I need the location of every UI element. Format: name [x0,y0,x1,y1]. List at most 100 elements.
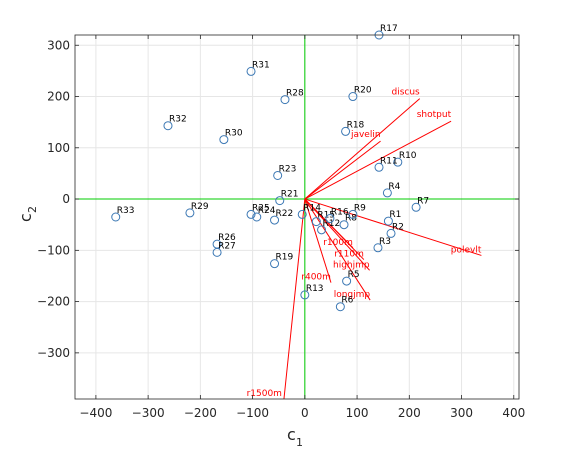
vector-label: polevlt [451,245,482,255]
y-tick-label: 100 [47,141,70,155]
x-tick-label: 400 [502,406,525,420]
point-label: R18 [347,120,365,130]
point-label: R11 [380,156,398,166]
point-marker [373,243,383,253]
point-label: R32 [169,115,187,125]
point-marker [341,126,351,136]
point-label: R15 [317,211,335,221]
point-label: R24 [258,206,276,216]
y-tick-label: −300 [37,346,70,360]
vector-label: r1500m [247,389,282,399]
point-marker [339,220,349,230]
point-marker [185,208,195,218]
vector-discus [304,98,421,200]
point-marker [297,209,307,219]
point-marker [317,225,327,235]
point-label: R27 [218,241,236,251]
point-label: R13 [306,284,324,294]
point-marker [270,215,280,225]
axis-ticks: −400 −300 −200 −100 0 100 200 300 400 300 200 100 0 −… [37,35,525,420]
point-marker [325,214,335,224]
point-label: R4 [388,182,400,192]
point-label: R2 [392,222,404,232]
point-marker [348,209,358,219]
point-label: R22 [276,209,294,219]
point-marker [386,228,396,238]
point-marker [246,209,256,219]
x-tick-label: −400 [79,406,112,420]
y-axis-label: c [16,213,35,222]
point-label: R23 [279,164,297,174]
point-label: R20 [354,86,372,96]
point-label: R31 [252,60,270,70]
vector-polevlt [304,198,482,256]
zero-lines [75,35,519,399]
vector-longjmp [304,198,371,301]
vector-label: highjmp [333,260,370,270]
x-tick-label: 300 [450,406,473,420]
vector-shotput [304,120,452,200]
y-tick-label: 300 [47,38,70,52]
point-label: R33 [117,206,135,216]
point-label: R10 [399,151,417,161]
point-marker [374,162,384,172]
point-label: R19 [276,253,294,263]
y-axis-label-subscript: 2 [26,206,39,213]
vector-r400m [304,198,332,283]
y-tick-label: −100 [37,243,70,257]
point-marker [300,290,310,300]
point-marker [246,66,256,76]
vector-highjmp [304,198,370,271]
point-marker [111,212,121,222]
point-label: R9 [354,203,366,213]
x-tick-label: −300 [132,406,165,420]
point-marker [219,135,229,145]
variable-vectors: discus shotput javelin polevlt r100m r110mhig… [247,88,482,400]
point-label: R7 [417,196,429,206]
x-axis-label-subscript: 1 [296,436,303,449]
point-label: R30 [225,129,243,139]
point-label: R16 [331,208,349,218]
point-label: R21 [281,190,299,200]
vector-label: discus [392,88,421,98]
point-label: R3 [379,237,391,247]
point-marker [252,212,262,222]
vector-label: r400m [301,273,331,283]
point-marker [212,247,222,257]
point-label: R29 [191,202,209,212]
plot-frame [74,34,520,400]
point-label: R17 [380,24,398,34]
x-tick-label: 100 [346,406,369,420]
point-label: R26 [218,233,236,243]
vector-javelin [304,140,381,200]
y-tick-label: 200 [47,90,70,104]
x-axis-label: c [287,425,296,444]
point-label: R14 [303,203,321,213]
vector-label: longjmp [334,290,371,300]
point-marker [311,217,321,227]
point-label: R6 [341,296,353,306]
x-tick-label: −200 [184,406,217,420]
point-marker [393,157,403,167]
point-label: R25 [252,203,270,213]
point-marker [163,121,173,131]
y-tick-label: 0 [62,192,70,206]
point-marker [273,170,283,180]
vector-label: r110m [334,250,364,260]
point-marker [270,259,280,269]
point-marker [411,202,421,212]
vector-r1500m [283,199,306,400]
point-label: R5 [348,270,360,280]
point-marker [335,302,345,312]
point-label: R28 [286,89,304,99]
x-tick-label: 0 [301,406,309,420]
x-tick-label: 200 [398,406,421,420]
point-marker [348,92,358,102]
point-marker [383,216,393,226]
vector-label: shotput [417,110,452,120]
x-tick-label: −100 [236,406,269,420]
vector-label: javelin [350,130,381,140]
